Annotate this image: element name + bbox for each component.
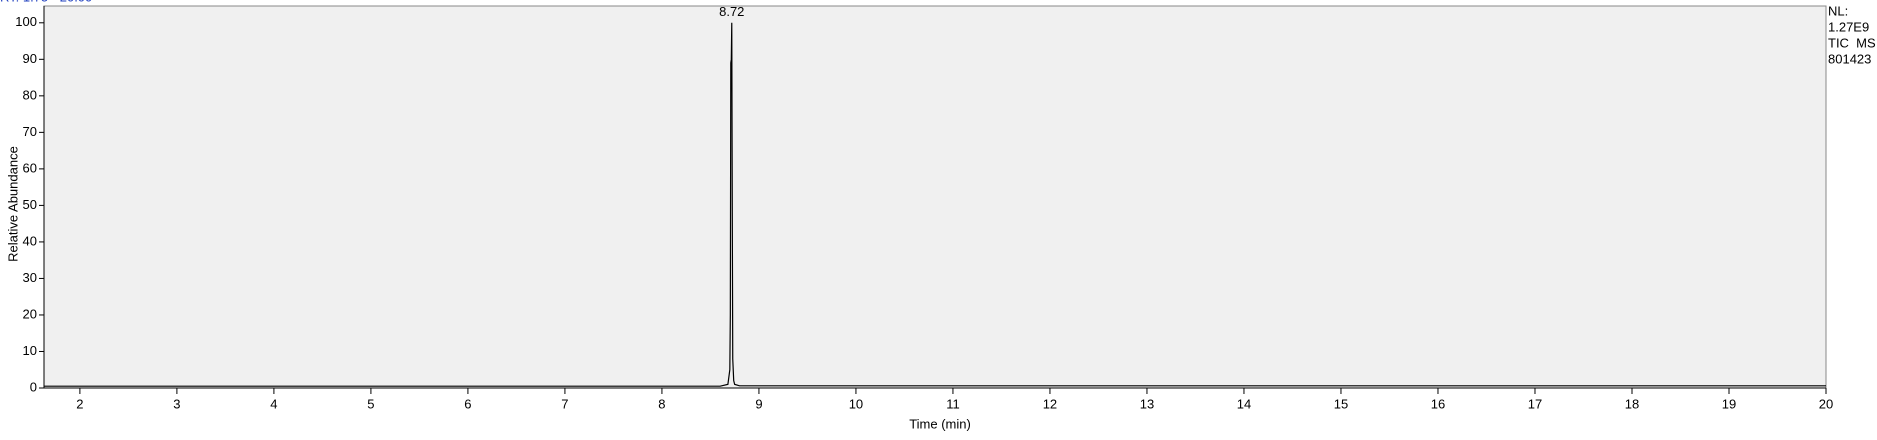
header: RT: 1.75 - 20.00 [0, 0, 92, 4]
y-tick-label: 0 [30, 379, 37, 394]
y-tick-label: 60 [23, 160, 37, 175]
x-axis-label: Time (min) [909, 416, 971, 431]
x-tick-label: 11 [946, 396, 960, 411]
x-tick-label: 16 [1431, 396, 1445, 411]
x-tick-label: 8 [658, 396, 665, 411]
y-tick-label: 40 [23, 233, 37, 248]
y-tick-label: 70 [23, 124, 37, 139]
y-axis-label: Relative Abundance [5, 146, 20, 262]
peak-label: 8.72 [719, 4, 744, 19]
x-tick-label: 4 [270, 396, 277, 411]
plot-area [43, 5, 1827, 389]
x-tick-label: 14 [1237, 396, 1251, 411]
x-tick-label: 9 [755, 396, 762, 411]
y-tick-label: 10 [23, 343, 37, 358]
x-tick-label: 15 [1334, 396, 1348, 411]
y-tick-label: 90 [23, 51, 37, 66]
x-tick-label: 13 [1140, 396, 1154, 411]
info-line: 1.27E9 [1828, 19, 1869, 34]
x-tick-label: 12 [1043, 396, 1057, 411]
info-line: NL: [1828, 3, 1848, 18]
x-tick-label: 19 [1722, 396, 1736, 411]
x-tick-label: 7 [561, 396, 568, 411]
x-tick-label: 3 [173, 396, 180, 411]
x-tick-label: 5 [367, 396, 374, 411]
info-line: 801423 [1828, 51, 1871, 66]
y-tick-label: 100 [15, 14, 37, 29]
x-tick-label: 20 [1819, 396, 1833, 411]
x-tick-label: 18 [1625, 396, 1639, 411]
info-line: TIC MS [1828, 35, 1876, 50]
y-tick-label: 20 [23, 306, 37, 321]
y-tick-label: 30 [23, 270, 37, 285]
x-tick-label: 6 [464, 396, 471, 411]
x-tick-label: 17 [1528, 396, 1542, 411]
x-tick-label: 2 [76, 396, 83, 411]
trace [44, 22, 1826, 387]
x-tick-label: 10 [849, 396, 863, 411]
y-tick-label: 50 [23, 197, 37, 212]
y-tick-label: 80 [23, 87, 37, 102]
